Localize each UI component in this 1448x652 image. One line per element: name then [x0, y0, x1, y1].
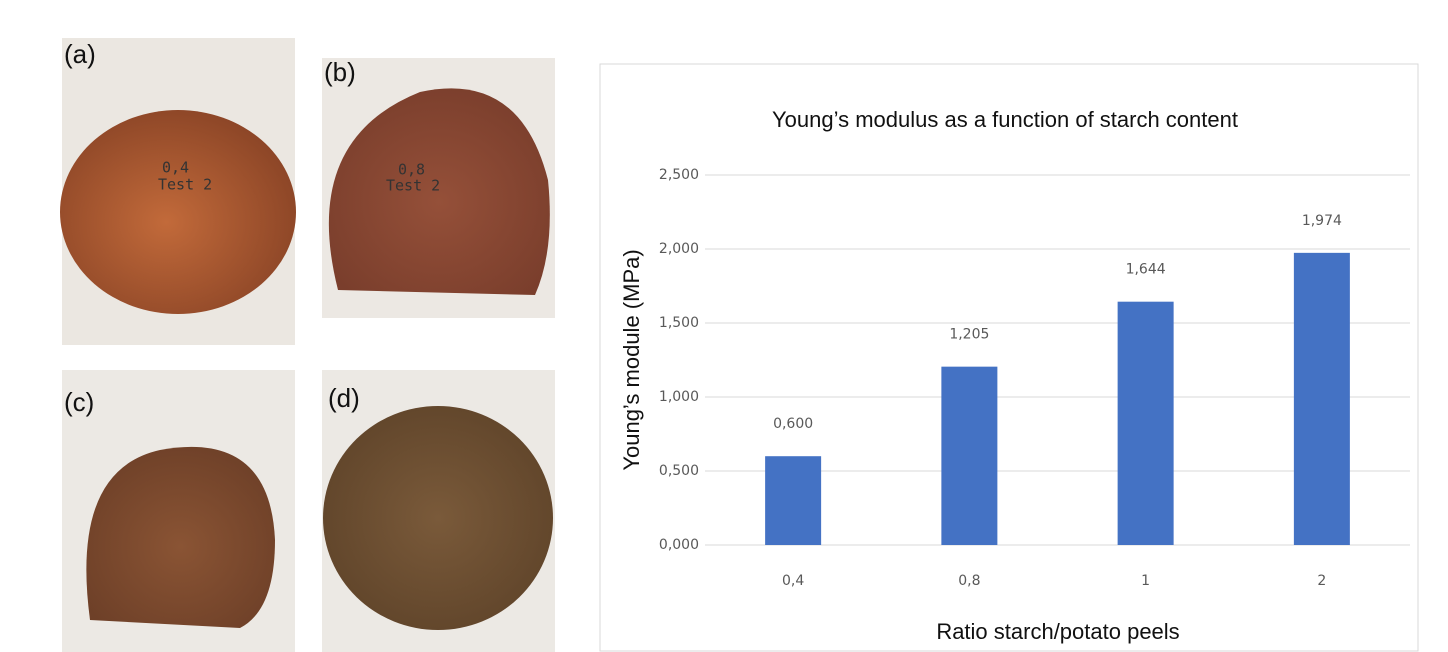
- photo-note: 0,8: [398, 161, 425, 179]
- bar: [765, 456, 822, 545]
- photo-note: Test 2: [158, 176, 212, 194]
- y-tick-label: 1,500: [659, 315, 699, 331]
- x-axis-label: Ratio starch/potato peels: [936, 619, 1179, 644]
- panel-label: (b): [324, 57, 356, 87]
- photo-note: 0,4: [162, 159, 189, 177]
- plot: 0,000 0,500 1,000 1,500 2,000 2,500 0,4 0,600 0,…: [659, 167, 1410, 589]
- photo-note: Test 2: [386, 177, 440, 195]
- data-label: 1,205: [949, 327, 989, 343]
- photo-d: [322, 370, 555, 652]
- bar: [941, 366, 998, 545]
- x-tick-label: 0,8: [958, 573, 980, 589]
- panel-label: (c): [64, 387, 94, 417]
- x-tick-label: 1: [1141, 573, 1150, 589]
- data-label: 1,974: [1302, 213, 1342, 229]
- x-tick-label: 2: [1317, 573, 1326, 589]
- y-tick-label: 1,000: [659, 389, 699, 405]
- panel-label: (d): [328, 383, 360, 413]
- y-axis-label: Young’s module (MPa): [619, 249, 644, 470]
- chart-frame: [599, 63, 1419, 652]
- data-label: 1,644: [1126, 262, 1166, 278]
- photo-a: [60, 38, 296, 345]
- y-tick-label: 2,000: [659, 241, 699, 257]
- photo-b: [322, 58, 555, 318]
- chart-title: Young’s modulus as a function of starch …: [772, 107, 1238, 132]
- x-tick-label: 0,4: [782, 573, 804, 589]
- panel-label: (a): [64, 39, 96, 69]
- y-tick-label: 2,500: [659, 167, 699, 183]
- bar: [1117, 301, 1174, 545]
- photo-c: [62, 370, 295, 652]
- y-tick-label: 0,500: [659, 463, 699, 479]
- bar: [1293, 252, 1350, 545]
- y-tick-label: 0,000: [659, 537, 699, 553]
- data-label: 0,600: [773, 416, 813, 432]
